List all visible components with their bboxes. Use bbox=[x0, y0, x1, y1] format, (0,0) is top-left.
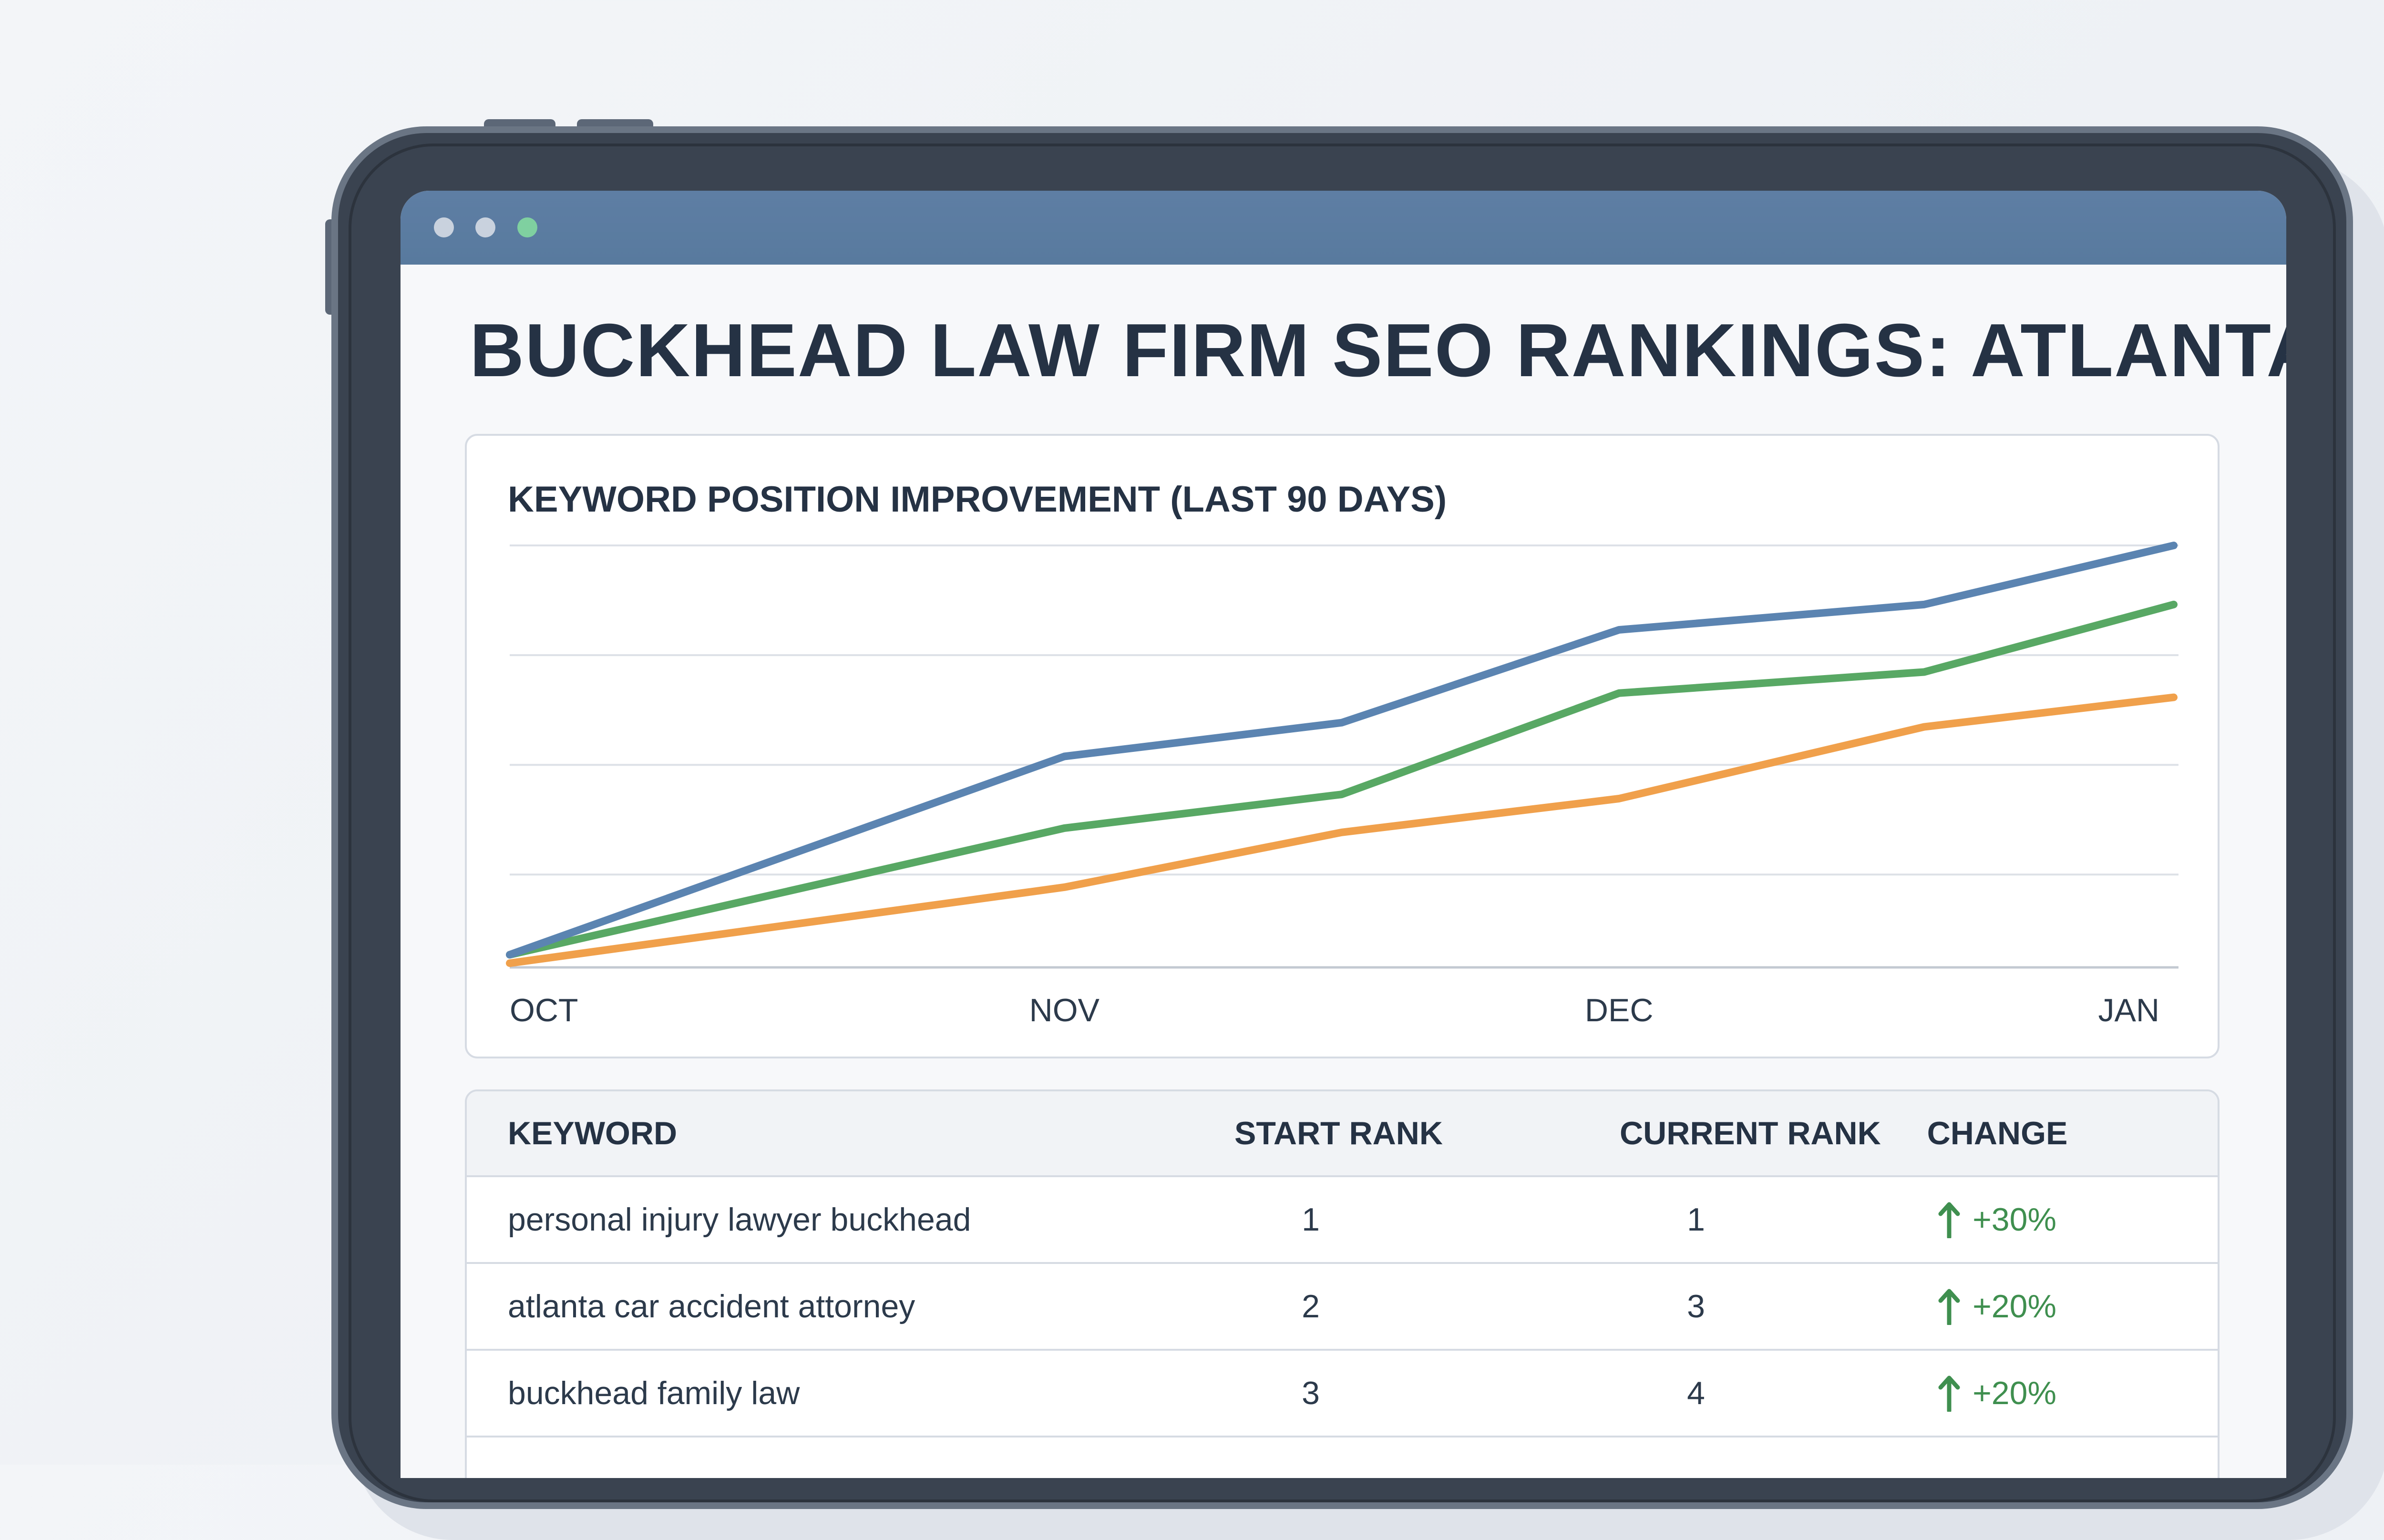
column-header-current-rank[interactable]: CURRENT RANK bbox=[1620, 1115, 1881, 1151]
x-tick-label: OCT bbox=[510, 992, 578, 1028]
change-value: +20% bbox=[1973, 1288, 2056, 1324]
keyword-cell: personal injury lawyer buckhead bbox=[508, 1201, 971, 1238]
keyword-cell: buckhead family law bbox=[508, 1375, 800, 1411]
up-arrow-icon bbox=[1938, 1376, 1960, 1412]
window-titlebar bbox=[401, 191, 2286, 265]
up-arrow-icon bbox=[1938, 1289, 1960, 1325]
table-row-partial bbox=[467, 1437, 2218, 1478]
page-title: BUCKHEAD LAW FIRM SEO RANKINGS: ATLANTA bbox=[470, 308, 2286, 392]
chart-title: KEYWORD POSITION IMPROVEMENT (LAST 90 DA… bbox=[508, 479, 1447, 520]
column-header-start-rank[interactable]: START RANK bbox=[1234, 1115, 1443, 1151]
start-rank-cell: 2 bbox=[1302, 1288, 1320, 1324]
window-close-dot[interactable] bbox=[434, 217, 454, 237]
start-rank-cell: 1 bbox=[1302, 1201, 1320, 1238]
current-rank-cell: 1 bbox=[1687, 1201, 1705, 1238]
window-minimize-dot[interactable] bbox=[475, 217, 495, 237]
current-rank-cell: 3 bbox=[1687, 1288, 1705, 1324]
change-cell: +20% bbox=[1878, 1264, 2117, 1349]
change-cell: +20% bbox=[1878, 1351, 2117, 1436]
window-maximize-dot[interactable] bbox=[517, 217, 537, 237]
x-tick-label: DEC bbox=[1585, 992, 1654, 1028]
current-rank-cell: 4 bbox=[1687, 1375, 1705, 1411]
up-arrow-icon bbox=[1938, 1202, 1960, 1238]
rankings-table: KEYWORD START RANK CURRENT RANK CHANGE p… bbox=[465, 1089, 2220, 1478]
column-header-keyword[interactable]: KEYWORD bbox=[508, 1115, 678, 1151]
table-row[interactable]: atlanta car accident attorney 2 3 +20% bbox=[467, 1264, 2218, 1351]
table-row[interactable]: personal injury lawyer buckhead 1 1 +30% bbox=[467, 1177, 2218, 1264]
line-chart: OCT NOV DEC JAN bbox=[506, 542, 2178, 1028]
browser-window: BUCKHEAD LAW FIRM SEO RANKINGS: ATLANTA … bbox=[401, 191, 2286, 1478]
change-value: +20% bbox=[1973, 1375, 2056, 1411]
table-header: KEYWORD START RANK CURRENT RANK CHANGE bbox=[467, 1091, 2218, 1177]
series-line-3 bbox=[506, 693, 2178, 967]
x-tick-label: NOV bbox=[1029, 992, 1100, 1028]
table-row[interactable]: buckhead family law 3 4 +20% bbox=[467, 1351, 2218, 1437]
start-rank-cell: 3 bbox=[1302, 1375, 1320, 1411]
keyword-cell: atlanta car accident attorney bbox=[508, 1288, 915, 1324]
column-header-change[interactable]: CHANGE bbox=[1927, 1115, 2068, 1151]
change-cell: +30% bbox=[1878, 1177, 2117, 1262]
chart-card: KEYWORD POSITION IMPROVEMENT (LAST 90 DA… bbox=[465, 434, 2220, 1058]
x-tick-label: JAN bbox=[2098, 992, 2159, 1028]
series-line-1 bbox=[506, 542, 2178, 959]
series-line-2 bbox=[506, 600, 2178, 959]
change-value: +30% bbox=[1973, 1201, 2056, 1238]
